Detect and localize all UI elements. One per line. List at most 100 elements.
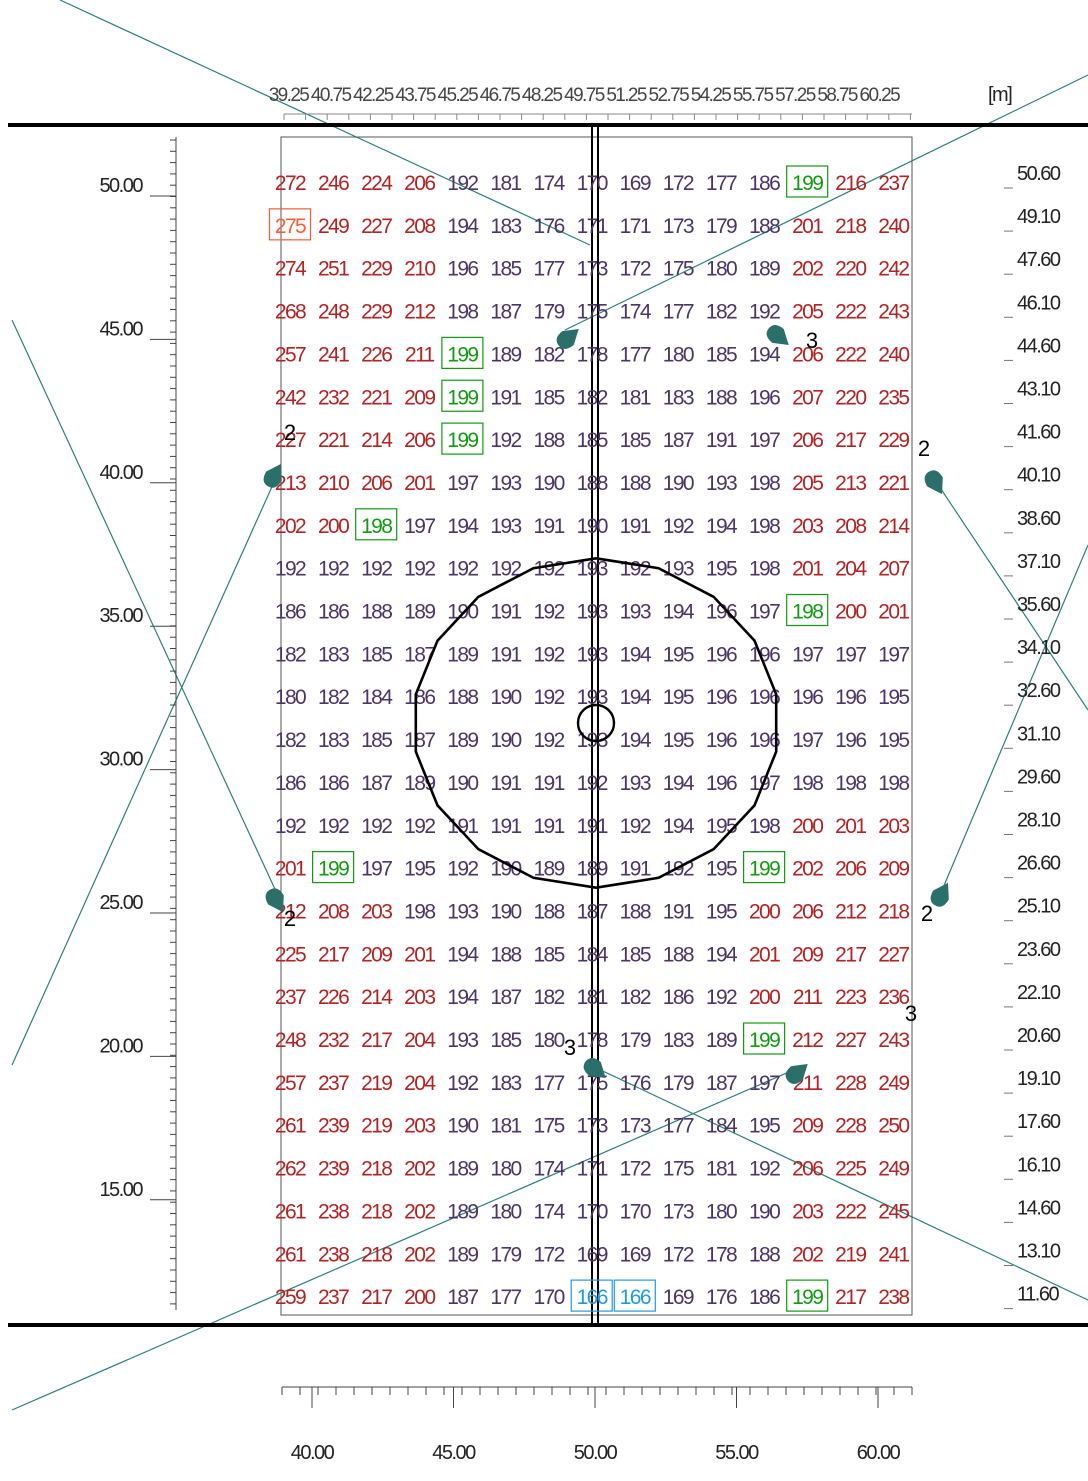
grid-value: 213 [275, 472, 306, 495]
grid-value: 194 [706, 515, 738, 538]
right-scale-label: 28.10 [1017, 810, 1061, 832]
grid-value: 191 [447, 815, 478, 838]
grid-value: 186 [318, 772, 349, 795]
grid-value: 188 [663, 943, 694, 966]
field-outline [280, 136, 913, 1316]
grid-value: 209 [792, 943, 823, 966]
grid-value: 186 [663, 986, 694, 1009]
grid-value: 186 [404, 686, 435, 709]
grid-value: 182 [577, 386, 608, 409]
grid-value: 188 [706, 386, 737, 409]
grid-value: 177 [706, 172, 737, 195]
grid-value: 192 [749, 1158, 780, 1181]
grid-value: 192 [404, 815, 435, 838]
grid-value: 218 [361, 1200, 392, 1223]
grid-value: 198 [404, 900, 435, 923]
grid-value: 181 [706, 1158, 737, 1181]
grid-value: 194 [663, 815, 695, 838]
grid-value: 236 [878, 986, 909, 1009]
right-scale-label: 19.10 [1017, 1068, 1061, 1090]
grid-value: 259 [275, 1286, 306, 1309]
right-scale-label: 20.60 [1017, 1025, 1061, 1047]
grid-value: 235 [878, 386, 909, 409]
top-scale-label: 58.75 [817, 85, 858, 106]
luminaire-label: 2 [284, 906, 296, 931]
grid-value: 237 [878, 172, 909, 195]
grid-value: 201 [404, 472, 435, 495]
grid-value: 192 [533, 558, 564, 581]
top-scale-label: 51.25 [606, 85, 647, 106]
grid-value: 200 [749, 986, 780, 1009]
grid-value: 176 [706, 1286, 737, 1309]
grid-cell-box [441, 336, 484, 369]
grid-value: 206 [835, 858, 866, 881]
grid-value: 240 [878, 215, 909, 238]
grid-value: 187 [490, 301, 521, 324]
grid-value: 178 [706, 1243, 737, 1266]
grid-value: 193 [620, 601, 651, 624]
luminaire-label: 2 [284, 420, 296, 445]
top-scale-label: 57.25 [775, 85, 816, 106]
grid-value: 169 [620, 1243, 651, 1266]
grid-value: 227 [361, 215, 392, 238]
top-scale-label: 60.25 [860, 85, 901, 106]
luminaire-label: 3 [806, 328, 818, 353]
grid-value: 191 [533, 515, 564, 538]
grid-value: 181 [490, 172, 521, 195]
grid-cell-box [786, 593, 829, 627]
grid-value: 190 [577, 515, 608, 538]
grid-value: 248 [318, 301, 349, 324]
beam-line [564, 74, 1088, 331]
grid-value: 243 [878, 301, 909, 324]
grid-value: 181 [620, 386, 651, 409]
bottom-scale-label: 55.00 [715, 1442, 759, 1464]
unit-label: [m] [988, 84, 1012, 106]
grid-value: 201 [275, 858, 306, 881]
grid-value: 274 [275, 258, 307, 281]
grid-value: 192 [404, 558, 435, 581]
left-scale-label: 45.00 [99, 318, 143, 340]
luminaire-body [766, 325, 789, 345]
grid-value: 202 [404, 1200, 435, 1223]
grid-value: 181 [490, 1115, 521, 1138]
grid-value: 199 [447, 429, 478, 452]
grid-value: 182 [275, 643, 306, 666]
grid-value: 246 [318, 172, 349, 195]
grid-value: 198 [749, 515, 780, 538]
grid-value: 195 [878, 729, 909, 752]
grid-value: 192 [706, 986, 737, 1009]
luminaire-icon [556, 329, 579, 349]
grid-value: 185 [533, 386, 564, 409]
right-scale-label: 23.60 [1017, 939, 1061, 961]
beam-line [939, 544, 1088, 896]
grid-value: 202 [792, 858, 823, 881]
right-scale-label: 26.60 [1017, 853, 1061, 875]
grid-value: 225 [835, 1158, 866, 1181]
left-scale-label: 50.00 [99, 175, 143, 197]
grid-value: 175 [577, 301, 608, 324]
top-scale-label: 48.25 [522, 85, 563, 106]
grid-value: 248 [275, 1029, 306, 1052]
grid-value: 180 [533, 1029, 564, 1052]
grid-value: 190 [490, 900, 521, 923]
grid-value: 194 [663, 601, 695, 624]
right-scale-label: 47.60 [1017, 249, 1061, 271]
grid-value: 183 [318, 643, 349, 666]
grid-value: 190 [490, 686, 521, 709]
grid-value: 195 [706, 900, 737, 923]
grid-value: 186 [275, 601, 306, 624]
grid-value: 183 [490, 1072, 521, 1095]
beam-lines [11, 0, 1088, 1411]
right-scale-label: 49.10 [1017, 206, 1061, 228]
grid-value: 198 [749, 472, 780, 495]
beam-line [11, 1064, 806, 1411]
grid-value: 189 [447, 729, 478, 752]
grid-value: 177 [490, 1286, 521, 1309]
grid-value: 180 [706, 1200, 737, 1223]
grid-value: 194 [663, 772, 695, 795]
grid-value: 193 [490, 472, 521, 495]
grid-value: 200 [749, 900, 780, 923]
grid-value: 222 [835, 343, 866, 366]
grid-value: 189 [490, 343, 521, 366]
